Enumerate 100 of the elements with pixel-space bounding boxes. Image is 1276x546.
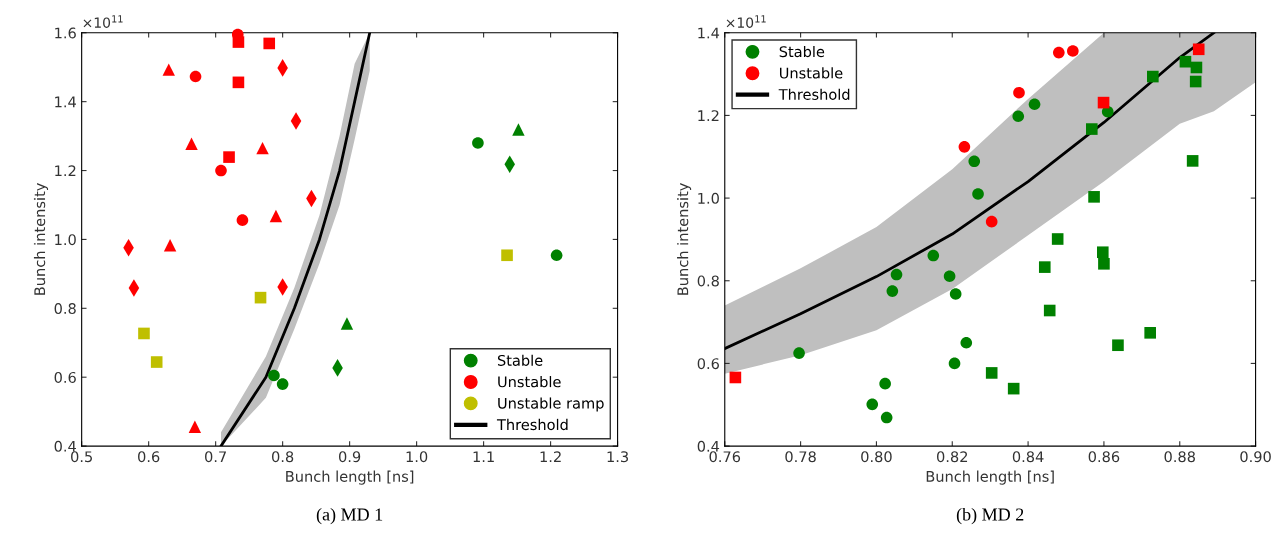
x-tick-label: 0.7	[205, 451, 226, 463]
point	[1097, 96, 1110, 109]
x-tick-label: 0.88	[1164, 451, 1195, 463]
text: (a) MD 1	[316, 507, 383, 525]
point	[1186, 155, 1199, 167]
text: ×10$^{11}$	[726, 15, 766, 28]
point	[162, 63, 175, 76]
point	[268, 369, 280, 382]
point	[958, 141, 971, 153]
point	[968, 155, 981, 168]
x-tick-label: 1.2	[540, 451, 561, 463]
point	[472, 137, 484, 149]
x-tick-label: 0.86	[1088, 451, 1120, 463]
point	[793, 347, 805, 359]
point	[189, 70, 202, 83]
point	[1098, 258, 1110, 270]
point	[256, 141, 269, 155]
point	[1179, 55, 1192, 68]
x-tick-label: 1.0	[406, 451, 428, 463]
point	[948, 357, 961, 370]
legend-label: Stable	[779, 45, 825, 58]
x-tick-label: 0.76	[709, 451, 741, 463]
x-tick-label: 1.3	[607, 451, 629, 463]
point	[1007, 382, 1020, 395]
point	[1013, 86, 1025, 99]
point	[340, 317, 354, 330]
y-tick-label: 1.0	[55, 234, 76, 246]
legend-label: Unstable	[498, 376, 561, 388]
text: (b) MD 2	[956, 507, 1024, 525]
point	[1096, 246, 1109, 259]
point	[1043, 304, 1056, 317]
point	[512, 123, 525, 136]
point	[138, 327, 150, 340]
legend-label: Unstable ramp	[498, 397, 604, 412]
point	[1144, 327, 1156, 339]
point	[1067, 45, 1079, 57]
point	[879, 377, 891, 390]
point	[269, 209, 283, 223]
point	[1012, 110, 1025, 123]
point	[223, 151, 235, 163]
x-axis-title: Bunch length [ns]	[286, 470, 414, 485]
point	[890, 268, 903, 281]
x-tick-label: 0.82	[936, 451, 968, 463]
point	[949, 288, 962, 300]
x-tick-label: 0.9	[338, 451, 361, 463]
point	[960, 336, 973, 349]
point	[501, 249, 513, 262]
y-tick-label: 0.4	[54, 440, 76, 452]
point	[263, 37, 276, 50]
point	[1038, 261, 1051, 273]
y-tick-label: 0.6	[54, 371, 76, 383]
x-tick-label: 0.5	[71, 451, 92, 463]
y-tick-label: 0.4	[697, 440, 720, 452]
point	[254, 291, 267, 304]
legend-label: Threshold	[778, 88, 850, 100]
x-tick-label: 0.8	[272, 451, 294, 463]
x-axis-title: Bunch length [ns]	[926, 470, 1054, 485]
y-axis-title: Bunch intensity	[677, 183, 692, 295]
point	[276, 378, 289, 390]
legend-label: Unstable	[779, 67, 843, 79]
point	[886, 285, 899, 297]
y-tick-label: 1.2	[55, 165, 76, 177]
point	[927, 249, 940, 262]
legend-label: Threshold	[496, 418, 568, 431]
point	[1052, 46, 1065, 59]
point	[232, 76, 245, 89]
point	[866, 398, 879, 411]
point	[729, 371, 742, 384]
point	[1190, 61, 1203, 74]
x-tick-label: 0.80	[861, 451, 892, 463]
point	[1085, 123, 1098, 135]
point	[1051, 233, 1064, 245]
y-tick-label: 1.2	[698, 110, 719, 121]
text: ×10$^{11}$	[83, 15, 123, 28]
x-tick-label: 0.84	[1012, 451, 1044, 463]
point	[163, 239, 177, 252]
legend-label: Stable	[497, 354, 543, 366]
point	[215, 164, 227, 177]
point	[1147, 70, 1159, 83]
y-tick-label: 1.0	[698, 192, 719, 204]
y-tick-label: 0.6	[697, 358, 719, 370]
point	[1088, 191, 1100, 203]
point	[188, 420, 202, 433]
point	[1028, 98, 1041, 111]
y-tick-label: 1.6	[55, 27, 76, 39]
point	[943, 270, 956, 283]
y-tick-label: 1.4	[698, 27, 720, 39]
point	[972, 188, 984, 200]
x-tick-label: 0.6	[138, 451, 160, 463]
y-tick-label: 0.8	[697, 275, 719, 287]
y-tick-label: 0.8	[54, 303, 76, 315]
point	[1192, 43, 1205, 56]
point	[550, 249, 563, 262]
x-tick-label: 1.1	[473, 451, 494, 463]
y-tick-label: 1.4	[55, 96, 76, 108]
point	[1189, 75, 1202, 88]
point	[985, 367, 998, 379]
point	[236, 214, 249, 226]
y-axis-title: Bunch intensity	[33, 183, 49, 295]
point	[232, 36, 245, 48]
